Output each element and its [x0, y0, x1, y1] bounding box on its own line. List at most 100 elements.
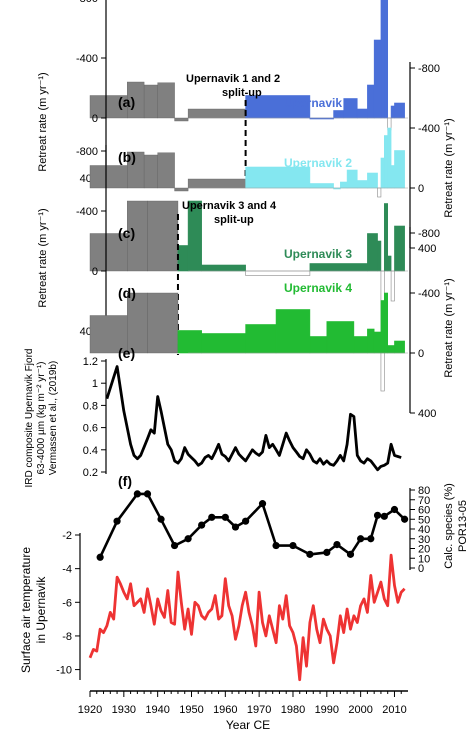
- bar: [390, 105, 395, 119]
- y-tick-label: 0: [418, 563, 424, 575]
- panel-label-f: (f): [118, 473, 132, 489]
- bar-pre-splitup: [143, 84, 158, 119]
- y-tick-label: -6: [62, 597, 72, 609]
- data-point: [333, 541, 341, 549]
- series-line: [105, 365, 402, 472]
- y-tick-label: -10: [56, 665, 72, 677]
- data-point: [323, 548, 331, 557]
- bar: [387, 255, 392, 272]
- y-tick-label: -8: [62, 631, 72, 643]
- x-axis: 1920 1930 1940 1950 1960 1970 1980 1990 2000 2010: [78, 690, 408, 716]
- x-tick-label: 1990: [315, 704, 339, 716]
- data-point: [346, 550, 355, 558]
- bar: [346, 169, 358, 189]
- bar: [384, 292, 389, 354]
- data-point: [113, 517, 121, 525]
- bar: [377, 240, 382, 272]
- data-point: [198, 521, 206, 529]
- data-point: [96, 553, 104, 561]
- bar-pre-splitup: [147, 200, 179, 272]
- annotation-split-3-4-line1: Upernavik 3 and 4: [182, 200, 277, 212]
- bar: [390, 165, 395, 189]
- bar: [353, 336, 368, 354]
- bar: [356, 108, 368, 119]
- series-name-upernavik-1: Upernavik 1: [284, 96, 352, 110]
- y-tick-label: 10: [418, 553, 430, 565]
- panel-label-d: (d): [118, 285, 136, 301]
- bar: [384, 0, 389, 119]
- panel-e: 0.2 0.4 0.6 0.8 1 1.2: [83, 356, 402, 479]
- bar-pre-splitup: [143, 154, 158, 189]
- y-tick-label: 0.8: [83, 400, 98, 412]
- x-tick-label: 1980: [281, 704, 305, 716]
- bar: [367, 233, 378, 272]
- y-tick-label: -800: [418, 228, 440, 240]
- bar: [384, 203, 389, 272]
- data-point: [157, 515, 165, 523]
- y-tick-label: -400: [76, 206, 98, 218]
- bar: [245, 324, 277, 354]
- y-tick-label: -400: [76, 53, 98, 65]
- bar: [275, 309, 311, 354]
- bar-pre-splitup: [157, 152, 175, 189]
- panel-label-e: (e): [118, 345, 135, 361]
- bar: [333, 110, 345, 119]
- bar: [245, 166, 311, 189]
- y-tick-label: -400: [418, 288, 440, 300]
- y-tick-label: 1.2: [83, 356, 98, 368]
- y-tick-label: 30: [418, 534, 430, 546]
- y-tick-label: 400: [418, 408, 436, 420]
- y-tick-label: 1: [92, 378, 98, 390]
- y-tick-label: 20: [418, 544, 430, 556]
- y-tick-label: 0: [92, 266, 98, 278]
- y-label-left-cd: Retreat rate (m yr⁻¹): [37, 208, 49, 307]
- y-tick-label: 80: [418, 485, 430, 497]
- bar: [380, 300, 385, 354]
- bar: [356, 180, 368, 189]
- bar: [373, 331, 382, 354]
- bar: [340, 181, 348, 189]
- x-tick-label: 1970: [247, 704, 271, 716]
- bar: [309, 263, 368, 272]
- bar: [309, 336, 328, 354]
- x-tick-label: 1940: [145, 704, 169, 716]
- bar: [380, 0, 385, 119]
- y-tick-label: -800: [76, 0, 98, 5]
- x-axis-title: Year CE: [226, 718, 270, 732]
- annotation-split-1-2-line2: split-up: [222, 87, 262, 99]
- bar: [367, 328, 375, 354]
- data-point: [380, 512, 388, 520]
- panel-label-a: (a): [118, 94, 135, 110]
- bar: [367, 84, 375, 119]
- bar-pre-splitup: [157, 82, 175, 119]
- annotation-split-1-2-line1: Upernavik 1 and 2: [186, 73, 280, 85]
- y-label-e-line3: Vermassen et al., (2019b): [48, 361, 59, 476]
- bar-pre-splitup: [174, 187, 189, 192]
- data-point: [231, 523, 240, 531]
- x-tick-label: 2000: [348, 704, 372, 716]
- y-label-temp-line1: Surface air temperature: [19, 547, 33, 673]
- bar: [177, 330, 202, 354]
- data-point: [133, 490, 141, 498]
- series-line: [88, 553, 406, 682]
- y-tick-label: 40: [418, 524, 430, 536]
- data-point: [208, 513, 216, 521]
- x-tick-label: 1920: [78, 704, 102, 716]
- y-tick-label: -2: [62, 530, 72, 542]
- bar: [394, 225, 405, 272]
- y-tick-label: 400: [418, 243, 436, 255]
- data-point: [170, 541, 179, 550]
- x-tick-label: 1930: [112, 704, 136, 716]
- y-tick-label: -400: [418, 123, 440, 135]
- data-point: [390, 505, 399, 514]
- bar: [177, 245, 189, 272]
- data-point: [357, 535, 365, 543]
- y-label-e-line1: IRD composite Upernavik Fjord: [24, 349, 35, 488]
- bar: [201, 333, 246, 354]
- bar: [394, 340, 405, 354]
- bar: [394, 150, 405, 189]
- bar: [309, 183, 334, 189]
- bar: [373, 39, 382, 119]
